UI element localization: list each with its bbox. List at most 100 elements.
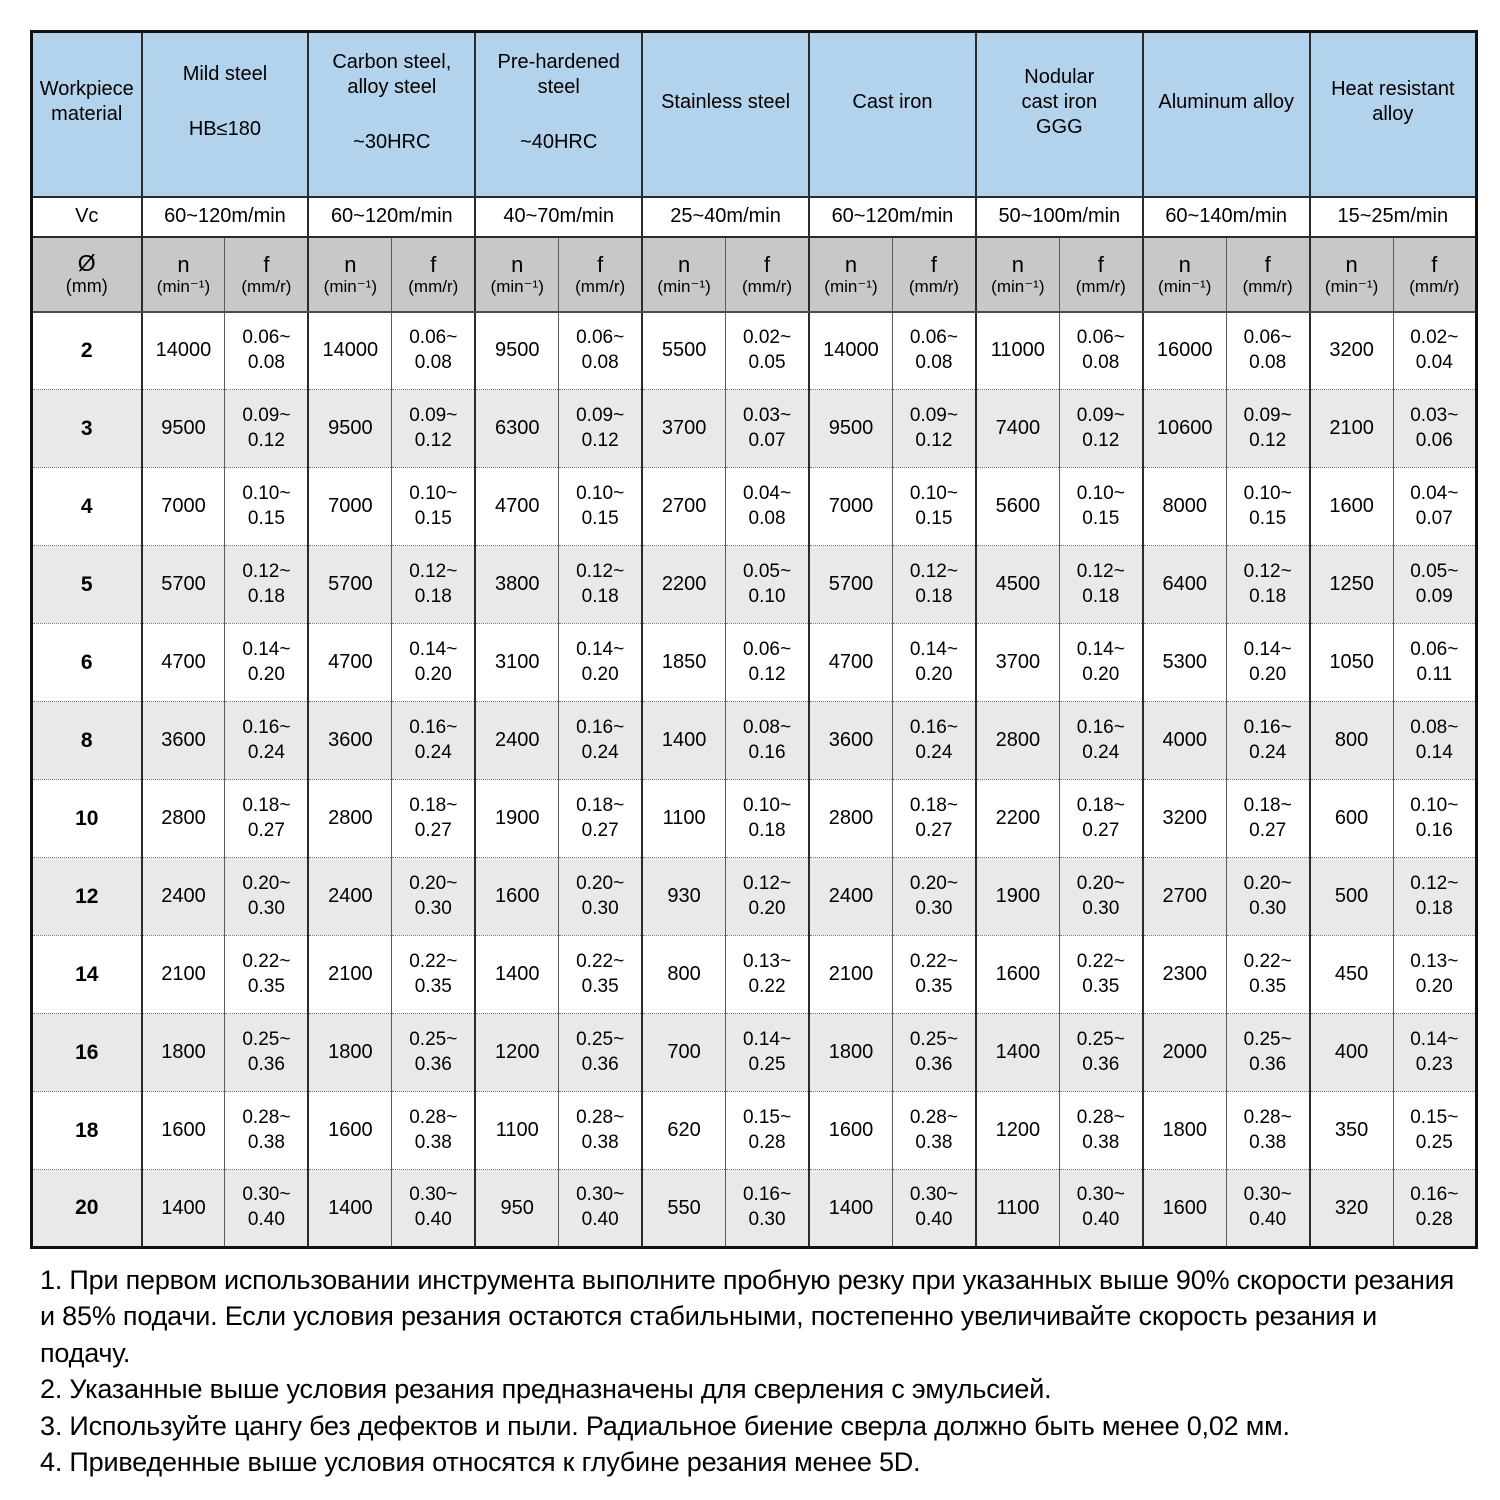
n-value-cell: 2400	[140, 857, 225, 936]
n-value-cell: 9500	[474, 311, 559, 390]
f-value-cell: 0.14~ 0.20	[224, 623, 309, 702]
unit-n-cell-1: n (min⁻¹)	[307, 236, 392, 313]
n-value-cell: 2100	[807, 935, 893, 1014]
n-value-cell: 2800	[974, 701, 1060, 780]
vc-value-1: 60~120m/min	[307, 196, 476, 238]
unit-n-cell-4: n (min⁻¹)	[807, 236, 893, 313]
f-value-cell: 0.08~ 0.14	[1392, 701, 1477, 780]
f-value-cell: 0.22~ 0.35	[391, 935, 476, 1014]
n-value-cell: 1800	[140, 1013, 225, 1092]
n-unit: (min⁻¹)	[824, 276, 878, 296]
material-name: Aluminum alloy	[1158, 90, 1294, 113]
n-value-cell: 14000	[140, 311, 225, 390]
n-value-cell: 6400	[1141, 545, 1227, 624]
f-value-cell: 0.25~ 0.36	[891, 1013, 976, 1092]
n-value-cell: 3800	[474, 545, 559, 624]
unit-n-cell-5: n (min⁻¹)	[974, 236, 1060, 313]
n-value-cell: 2800	[307, 779, 392, 858]
table-body: 2 14000 0.06~ 0.08 14000 0.06~ 0.08 9500 0.06~ 0.…	[31, 311, 1477, 1248]
n-value-cell: 3600	[807, 701, 893, 780]
n-value-cell: 320	[1308, 1169, 1394, 1248]
f-value-cell: 0.14~ 0.20	[391, 623, 476, 702]
f-value-cell: 0.20~ 0.30	[558, 857, 643, 936]
diameter-value-cell: 10	[31, 779, 142, 858]
n-value-cell: 1250	[1308, 545, 1394, 624]
unit-n-cell-2: n (min⁻¹)	[474, 236, 559, 313]
f-value-cell: 0.25~ 0.36	[558, 1013, 643, 1092]
n-unit: (min⁻¹)	[1158, 276, 1212, 296]
n-value-cell: 14000	[307, 311, 392, 390]
f-value-cell: 0.14~ 0.20	[558, 623, 643, 702]
vc-value-5: 50~100m/min	[974, 196, 1143, 238]
f-value-cell: 0.30~ 0.40	[558, 1169, 643, 1248]
cutting-speed-row: Vc 60~120m/min 60~120m/min 40~70m/min 25~40m…	[31, 196, 1477, 238]
f-value-cell: 0.30~ 0.40	[891, 1169, 976, 1248]
f-unit: (mm/r)	[1075, 276, 1126, 296]
f-value-cell: 0.28~ 0.38	[558, 1091, 643, 1170]
f-value-cell: 0.28~ 0.38	[224, 1091, 309, 1170]
f-value-cell: 0.15~ 0.25	[1392, 1091, 1477, 1170]
f-label: f	[597, 251, 604, 277]
n-value-cell: 600	[1308, 779, 1394, 858]
f-value-cell: 0.02~ 0.04	[1392, 311, 1477, 390]
material-header-7: Heat resistant alloy	[1308, 31, 1477, 198]
vc-value-6: 60~140m/min	[1141, 196, 1310, 238]
n-value-cell: 1900	[974, 857, 1060, 936]
material-name: Nodular cast iron GGG	[1021, 65, 1098, 138]
n-value-cell: 1600	[474, 857, 559, 936]
f-value-cell: 0.06~ 0.08	[1058, 311, 1143, 390]
f-value-cell: 0.12~ 0.18	[1225, 545, 1310, 624]
unit-f-cell-7: f (mm/r)	[1392, 236, 1477, 313]
f-value-cell: 0.09~ 0.12	[1225, 389, 1310, 468]
workpiece-material-header: Workpiece material	[31, 31, 142, 198]
vc-value-2: 40~70m/min	[474, 196, 643, 238]
unit-f-cell-5: f (mm/r)	[1058, 236, 1143, 313]
n-label: n	[344, 251, 357, 277]
n-value-cell: 4000	[1141, 701, 1227, 780]
f-value-cell: 0.14~ 0.20	[891, 623, 976, 702]
f-unit: (mm/r)	[241, 276, 292, 296]
n-label: n	[1345, 251, 1358, 277]
n-value-cell: 1400	[307, 1169, 392, 1248]
material-header-2: Pre-hardened steel ~40HRC	[474, 31, 643, 198]
f-value-cell: 0.15~ 0.28	[725, 1091, 809, 1170]
n-value-cell: 400	[1308, 1013, 1394, 1092]
f-label: f	[263, 251, 270, 277]
n-unit: (min⁻¹)	[991, 276, 1045, 296]
f-value-cell: 0.03~ 0.07	[725, 389, 809, 468]
diameter-unit: (mm)	[65, 275, 108, 296]
f-value-cell: 0.22~ 0.35	[1058, 935, 1143, 1014]
f-value-cell: 0.16~ 0.24	[391, 701, 476, 780]
f-value-cell: 0.12~ 0.18	[391, 545, 476, 624]
n-value-cell: 2400	[307, 857, 392, 936]
material-header-0: Mild steel HB≤180	[140, 31, 309, 198]
f-value-cell: 0.10~ 0.16	[1392, 779, 1477, 858]
n-value-cell: 2700	[1141, 857, 1227, 936]
n-value-cell: 1400	[140, 1169, 225, 1248]
diameter-value-cell: 6	[31, 623, 142, 702]
vc-value-4: 60~120m/min	[808, 196, 976, 238]
n-label: n	[677, 251, 691, 277]
f-value-cell: 0.06~ 0.08	[391, 311, 476, 390]
f-unit: (mm/r)	[575, 276, 626, 296]
f-value-cell: 0.30~ 0.40	[1225, 1169, 1310, 1248]
n-value-cell: 1600	[807, 1091, 893, 1170]
material-header-3: Stainless steel	[641, 31, 809, 198]
f-value-cell: 0.10~ 0.18	[725, 779, 809, 858]
material-hardness: ~30HRC	[353, 130, 431, 153]
table-header: Workpiece material Mild steel HB≤180 Carbon…	[31, 31, 1477, 313]
f-value-cell: 0.10~ 0.15	[391, 467, 476, 546]
f-value-cell: 0.04~ 0.07	[1392, 467, 1477, 546]
table-row: 12 2400 0.20~ 0.30 2400 0.20~ 0.30 1600 0.20~ 0.3…	[31, 857, 1477, 936]
f-value-cell: 0.20~ 0.30	[224, 857, 309, 936]
n-value-cell: 1400	[641, 701, 726, 780]
table-row: 20 1400 0.30~ 0.40 1400 0.30~ 0.40 950 0.30~ 0.40…	[31, 1169, 1477, 1248]
material-name: Mild steel	[182, 63, 268, 86]
f-label: f	[430, 251, 437, 277]
n-value-cell: 5700	[307, 545, 392, 624]
n-value-cell: 5700	[807, 545, 893, 624]
f-label: f	[763, 251, 771, 277]
n-value-cell: 5300	[1141, 623, 1227, 702]
note-line-2: 2. Указанные выше условия резания предна…	[40, 1374, 1052, 1405]
n-value-cell: 9500	[807, 389, 893, 468]
